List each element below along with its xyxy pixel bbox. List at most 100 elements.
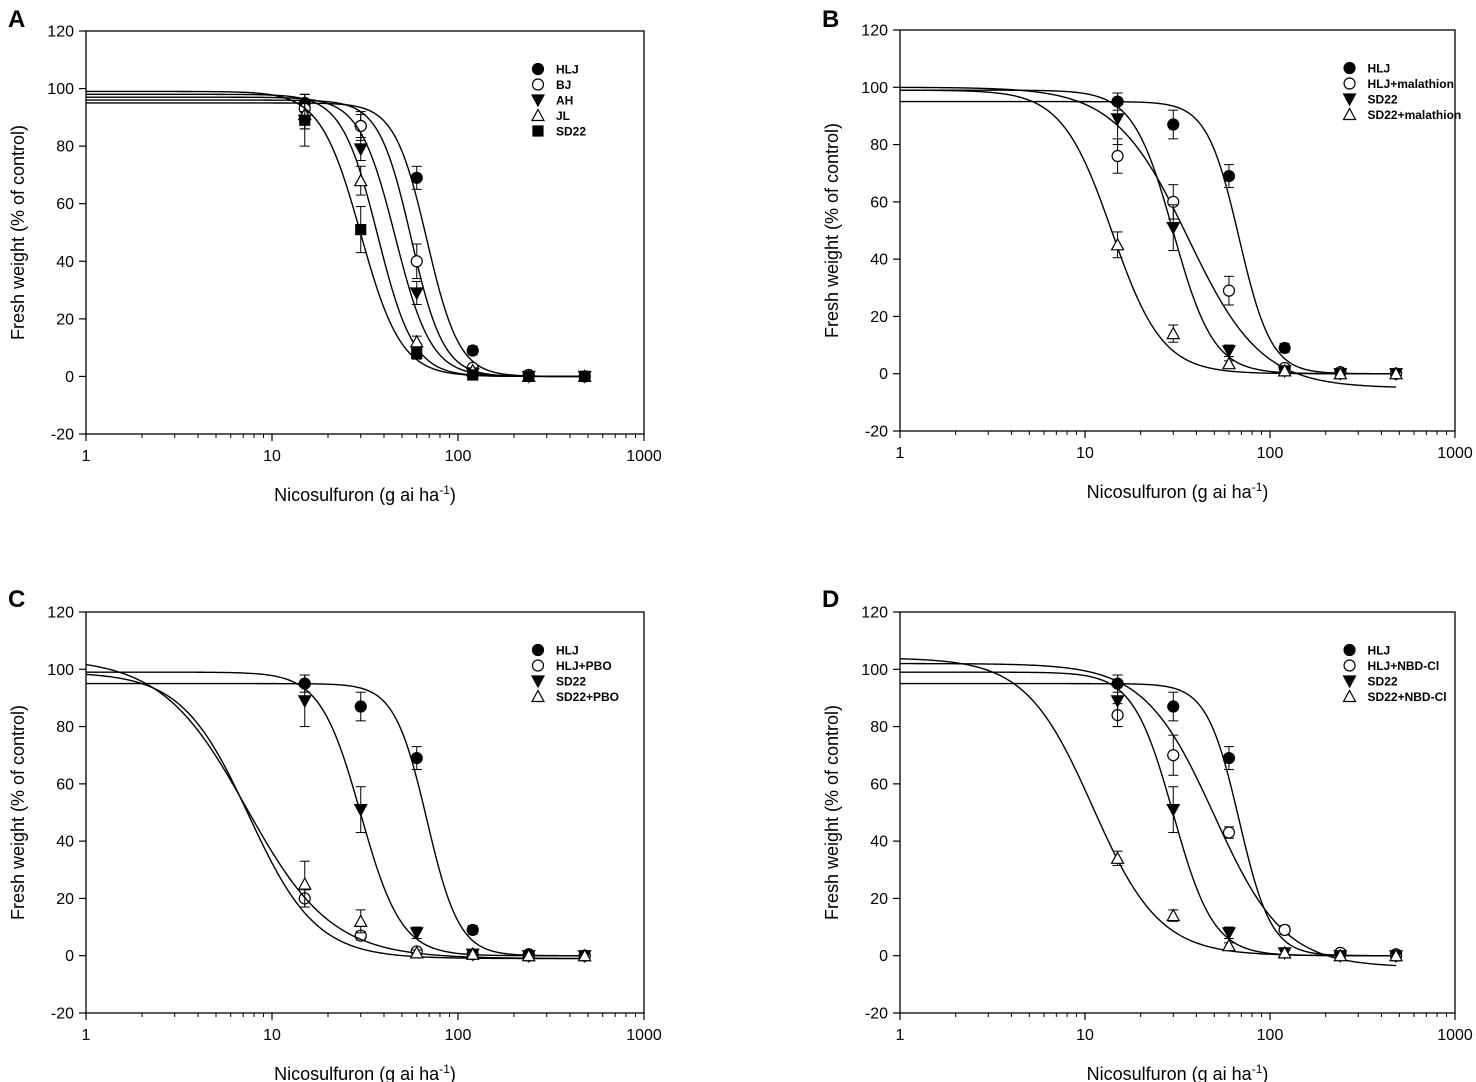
data-point: [353, 914, 368, 927]
y-tick-label: 80: [56, 139, 74, 156]
x-tick-label: 1: [82, 448, 91, 465]
fit-curve: [86, 102, 585, 378]
data-point: [1221, 356, 1236, 370]
data-point: [1110, 851, 1125, 864]
y-tick-label: 40: [56, 834, 74, 851]
y-tick-label: 40: [870, 252, 888, 269]
x-axis-title-sup: -1: [439, 483, 450, 497]
series-sd22: [86, 671, 592, 963]
data-point: [297, 876, 312, 890]
x-tick-label: 100: [445, 448, 472, 465]
legend-label: SD22: [1368, 675, 1398, 689]
series-ah: [86, 96, 592, 384]
legend-label: AH: [556, 94, 573, 108]
data-point: [1222, 169, 1236, 183]
legend-label: HLJ: [556, 63, 579, 77]
data-point: [409, 287, 424, 301]
data-point: [1110, 237, 1125, 251]
data-point: [409, 927, 424, 941]
y-tick-label: 80: [870, 719, 888, 736]
data-point: [1167, 118, 1180, 131]
data-point: [299, 114, 311, 126]
series-hlj: [86, 674, 591, 962]
panel-letter: A: [8, 6, 25, 33]
x-axis-title: Nicosulfuron (g ai ha-1): [274, 483, 456, 505]
y-tick-label: 80: [56, 719, 74, 736]
data-point: [1166, 326, 1181, 340]
x-axis-title-main: Nicosulfuron (g ai ha: [1087, 1064, 1253, 1082]
x-axis-title: Nicosulfuron (g ai ha-1): [1087, 1062, 1269, 1082]
data-point: [1166, 908, 1181, 922]
y-axis-title: Fresh weight (% of control): [822, 123, 842, 338]
y-tick-label: 80: [870, 137, 888, 154]
series-hlj: [86, 93, 591, 383]
y-axis-title: Fresh weight (% of control): [822, 705, 842, 920]
data-point: [297, 695, 312, 709]
y-tick-label: 0: [65, 369, 74, 386]
fit-curve: [899, 658, 1397, 957]
fit-curve: [86, 90, 585, 378]
legend-label: SD22: [556, 125, 586, 139]
x-tick-label: 100: [1257, 445, 1284, 462]
legend-label: SD22+malathion: [1368, 108, 1462, 122]
data-point: [355, 224, 367, 236]
data-point: [521, 948, 536, 962]
y-axis-title: Fresh weight (% of control): [8, 705, 28, 920]
series-hlj-nbd-cl: [899, 662, 1403, 967]
x-axis-title-close: ): [1262, 482, 1268, 502]
series-hlj-malathion: [899, 86, 1403, 388]
plot-frame: [899, 29, 1456, 432]
legend-label: JL: [556, 109, 570, 123]
y-tick-label: 120: [47, 24, 74, 41]
data-point: [523, 370, 535, 383]
series-hlj: [900, 92, 1403, 380]
x-tick-label: 1000: [626, 1027, 662, 1044]
fit-curve: [86, 96, 585, 378]
series-bj: [86, 99, 591, 383]
fit-curve: [899, 89, 1397, 375]
series-hlj: [900, 674, 1403, 962]
legend-label: HLJ+PBO: [556, 659, 612, 673]
data-point: [410, 171, 423, 184]
x-tick-label: 10: [263, 1027, 281, 1044]
y-tick-label: 100: [861, 80, 888, 97]
data-point: [353, 143, 368, 157]
panel-letter: B: [822, 6, 839, 33]
x-axis-title-close: ): [450, 485, 456, 505]
data-point: [410, 751, 423, 765]
legend-marker: [1343, 77, 1356, 90]
data-point: [465, 947, 480, 960]
series-sd22-malathion: [899, 89, 1404, 380]
y-tick-label: 40: [56, 254, 74, 271]
legend-label: BJ: [556, 78, 571, 92]
panel-letter: C: [8, 586, 25, 613]
y-tick-label: 20: [56, 311, 74, 328]
legend-label: HLJ+malathion: [1368, 77, 1454, 91]
fit-curve: [86, 682, 585, 957]
series-sd22: [86, 90, 591, 383]
data-point: [1389, 366, 1404, 380]
x-axis-title-main: Nicosulfuron (g ai ha: [274, 485, 440, 505]
data-point: [353, 804, 368, 817]
y-tick-label: 60: [56, 776, 74, 793]
legend-marker: [1342, 107, 1357, 121]
x-axis-title-sup: -1: [1252, 1062, 1263, 1076]
legend-label: HLJ: [1368, 62, 1391, 76]
data-point: [1110, 695, 1125, 709]
x-tick-label: 1: [896, 445, 905, 462]
x-tick-label: 1000: [1437, 1027, 1473, 1044]
fit-curve: [900, 671, 1397, 957]
legend-marker: [531, 643, 545, 657]
y-tick-label: 120: [861, 23, 888, 40]
x-axis-title: Nicosulfuron (g ai ha-1): [1087, 480, 1269, 502]
x-tick-label: 1: [896, 1027, 905, 1044]
fit-curve: [86, 671, 585, 957]
y-tick-label: 20: [870, 891, 888, 908]
y-tick-label: 60: [870, 776, 888, 793]
legend-label: SD22+PBO: [556, 690, 619, 704]
legend-marker: [530, 108, 545, 122]
x-tick-label: 100: [1257, 1027, 1284, 1044]
data-point: [1278, 923, 1291, 937]
